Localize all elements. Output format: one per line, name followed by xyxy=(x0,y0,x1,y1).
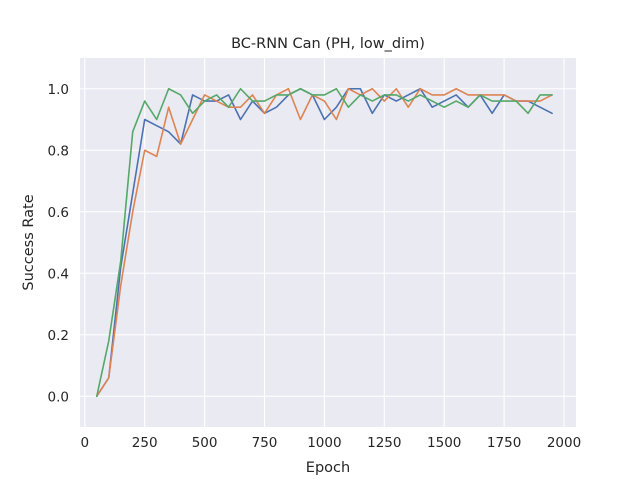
x-tick-label: 2000 xyxy=(547,435,581,451)
series-line-2 xyxy=(95,87,553,398)
x-tick-label: 750 xyxy=(252,435,278,451)
series-line-3 xyxy=(95,87,553,398)
y-tick-label: 0.4 xyxy=(48,266,69,282)
y-tick-label: 0.2 xyxy=(48,328,69,344)
x-tick-label: 1000 xyxy=(307,435,341,451)
y-tick-label: 0.0 xyxy=(48,389,69,405)
y-tick-label: 0.8 xyxy=(48,143,69,159)
x-tick-label: 250 xyxy=(132,435,158,451)
chart-title: BC-RNN Can (PH, low_dim) xyxy=(231,36,425,52)
y-tick-label: 0.6 xyxy=(48,205,69,221)
x-tick-label: 1250 xyxy=(367,435,401,451)
y-axis-ticks: 0.0 0.2 0.4 0.6 0.8 1.0 xyxy=(48,82,69,406)
x-tick-label: 0 xyxy=(80,435,89,451)
x-axis-label: Epoch xyxy=(306,460,350,476)
x-axis-ticks: 0 250 500 750 1000 1250 1500 1750 2000 xyxy=(80,435,581,451)
y-axis-label: Success Rate xyxy=(21,194,37,290)
plot-area xyxy=(80,58,576,427)
x-tick-label: 1750 xyxy=(487,435,521,451)
y-tick-label: 1.0 xyxy=(48,82,69,98)
x-tick-label: 1500 xyxy=(427,435,461,451)
grid xyxy=(80,58,576,427)
x-tick-label: 500 xyxy=(192,435,218,451)
series-group xyxy=(95,87,553,398)
